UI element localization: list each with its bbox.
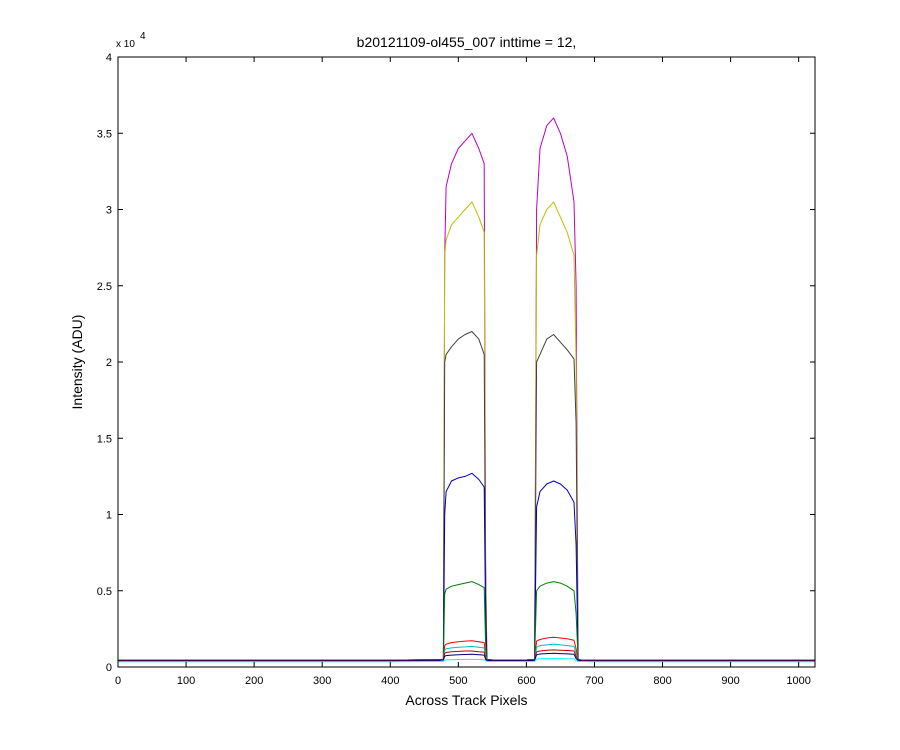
series-line-1 xyxy=(118,117,815,661)
x-tick-label: 600 xyxy=(517,675,535,687)
x-tick-label: 700 xyxy=(585,675,603,687)
x-tick-label: 1000 xyxy=(786,675,810,687)
x-tick-label: 500 xyxy=(449,675,467,687)
y-tick-label: 3 xyxy=(106,205,112,217)
series-line-8 xyxy=(118,649,815,661)
y-multiplier-exponent: 4 xyxy=(140,31,146,42)
series-line-6 xyxy=(118,636,815,661)
series-line-3 xyxy=(118,331,815,661)
y-multiplier-base: x 10 xyxy=(116,39,135,50)
series-line-10 xyxy=(118,658,815,663)
y-tick-label: 1.5 xyxy=(97,433,112,445)
x-tick-label: 300 xyxy=(313,675,331,687)
x-axis-title: Across Track Pixels xyxy=(405,692,527,708)
x-axis: 0 100 200 300 400 500 600 700 800 900 1000 xyxy=(115,57,811,687)
y-tick-label: 3.5 xyxy=(97,128,112,140)
series-line-2 xyxy=(118,201,815,661)
x-tick-label: 400 xyxy=(381,675,399,687)
y-tick-label: 0.5 xyxy=(97,586,112,598)
series-line-4 xyxy=(118,472,815,661)
y-tick-label: 2 xyxy=(106,357,112,369)
chart-title: b20121109-ol455_007 inttime = 12, xyxy=(357,34,577,50)
x-tick-label: 200 xyxy=(245,675,263,687)
y-axis: 0 0.5 1 1.5 2 2.5 3 3.5 4 xyxy=(97,52,815,674)
x-tick-label: 800 xyxy=(653,675,671,687)
y-tick-label: 0 xyxy=(106,662,112,674)
series-line-9 xyxy=(118,652,815,662)
series-layer xyxy=(118,117,815,663)
x-tick-label: 100 xyxy=(177,675,195,687)
y-tick-label: 2.5 xyxy=(97,281,112,293)
x-tick-label: 0 xyxy=(115,675,121,687)
series-line-5 xyxy=(118,581,815,661)
plot-frame xyxy=(117,56,816,668)
series-line-7 xyxy=(118,643,815,661)
x-tick-label: 900 xyxy=(721,675,739,687)
y-axis-title: Intensity (ADU) xyxy=(69,315,85,410)
y-tick-label: 1 xyxy=(106,510,112,522)
y-tick-label: 4 xyxy=(106,52,112,64)
